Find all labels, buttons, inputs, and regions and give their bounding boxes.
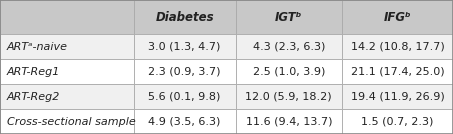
Text: Cross-sectional sample: Cross-sectional sample <box>7 117 135 126</box>
Text: 2.5 (1.0, 3.9): 2.5 (1.0, 3.9) <box>253 67 325 77</box>
Text: ART-Reg1: ART-Reg1 <box>7 67 60 77</box>
Bar <box>134 59 236 84</box>
Text: 14.2 (10.8, 17.7): 14.2 (10.8, 17.7) <box>351 42 444 52</box>
Bar <box>0 84 134 109</box>
Text: 3.0 (1.3, 4.7): 3.0 (1.3, 4.7) <box>149 42 221 52</box>
Text: 11.6 (9.4, 13.7): 11.6 (9.4, 13.7) <box>246 117 332 126</box>
Bar <box>134 34 236 59</box>
Text: 12.0 (5.9, 18.2): 12.0 (5.9, 18.2) <box>246 92 332 102</box>
Bar <box>0 34 134 59</box>
Text: 1.5 (0.7, 2.3): 1.5 (0.7, 2.3) <box>361 117 434 126</box>
Bar <box>236 59 342 84</box>
Text: 4.3 (2.3, 6.3): 4.3 (2.3, 6.3) <box>253 42 325 52</box>
Bar <box>236 34 342 59</box>
Bar <box>134 109 236 134</box>
Bar <box>342 0 453 34</box>
Bar <box>134 84 236 109</box>
Text: IGTᵇ: IGTᵇ <box>275 11 303 24</box>
Bar <box>342 109 453 134</box>
Bar <box>236 109 342 134</box>
Bar <box>134 0 236 34</box>
Bar <box>342 59 453 84</box>
Bar <box>0 0 134 34</box>
Text: IFGᵇ: IFGᵇ <box>384 11 411 24</box>
Bar <box>342 34 453 59</box>
Text: ARTᵃ-naive: ARTᵃ-naive <box>7 42 68 52</box>
Text: 21.1 (17.4, 25.0): 21.1 (17.4, 25.0) <box>351 67 444 77</box>
Text: 5.6 (0.1, 9.8): 5.6 (0.1, 9.8) <box>149 92 221 102</box>
Text: 19.4 (11.9, 26.9): 19.4 (11.9, 26.9) <box>351 92 444 102</box>
Text: Diabetes: Diabetes <box>155 11 214 24</box>
Bar <box>236 84 342 109</box>
Bar <box>342 84 453 109</box>
Text: ART-Reg2: ART-Reg2 <box>7 92 60 102</box>
Bar <box>0 109 134 134</box>
Text: 4.9 (3.5, 6.3): 4.9 (3.5, 6.3) <box>149 117 221 126</box>
Text: 2.3 (0.9, 3.7): 2.3 (0.9, 3.7) <box>148 67 221 77</box>
Bar <box>236 0 342 34</box>
Bar <box>0 59 134 84</box>
